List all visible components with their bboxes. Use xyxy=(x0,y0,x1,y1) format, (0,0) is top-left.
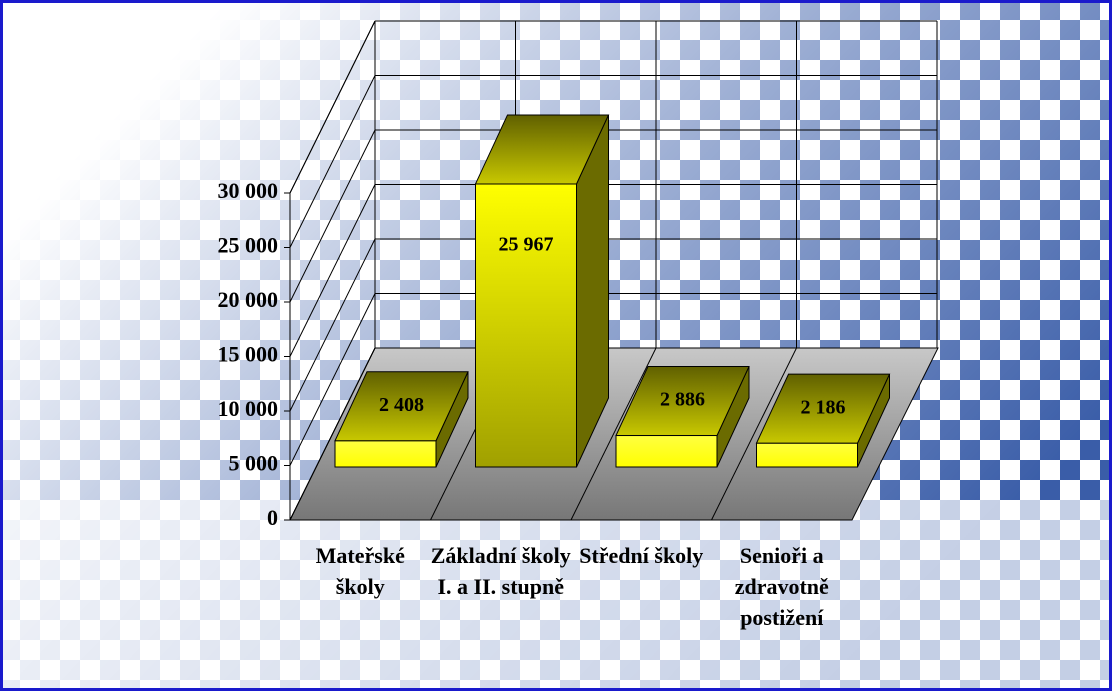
y-tick-label: 20 000 xyxy=(218,287,279,312)
data-label: 2 886 xyxy=(660,389,705,411)
grid-line xyxy=(289,75,376,248)
x-tick-label: Mateřské školy xyxy=(315,543,405,599)
data-label: 2 408 xyxy=(379,394,424,416)
bar-top xyxy=(615,366,750,437)
grid-line xyxy=(289,293,376,466)
bar-top xyxy=(755,373,891,444)
bar xyxy=(615,435,718,468)
floor-divider xyxy=(711,347,797,521)
bar xyxy=(756,442,858,468)
y-tick-label: 15 000 xyxy=(218,342,279,367)
grid-line xyxy=(289,20,376,194)
bar-top xyxy=(334,371,469,442)
floor-divider xyxy=(570,347,657,521)
bar xyxy=(334,440,437,468)
y-tick-label: 25 000 xyxy=(218,233,279,258)
x-tick-label: Senioři a zdravotně postižení xyxy=(734,543,829,630)
y-tick-label: 5 000 xyxy=(229,451,279,476)
bar xyxy=(475,183,577,468)
data-label: 2 186 xyxy=(801,396,846,418)
x-tick-label: Základní školy I. a II. stupně xyxy=(430,543,571,599)
data-label: 25 967 xyxy=(499,234,554,256)
grid-line xyxy=(289,238,376,412)
grid-line xyxy=(289,184,376,357)
x-tick-label: Střední školy xyxy=(579,543,704,568)
grid-line xyxy=(289,347,376,521)
y-tick-label: 30 000 xyxy=(218,178,279,203)
grid-line xyxy=(289,129,376,303)
y-tick-label: 10 000 xyxy=(218,396,279,421)
y-tick-label: 0 xyxy=(267,505,278,530)
bar-top xyxy=(474,114,610,185)
